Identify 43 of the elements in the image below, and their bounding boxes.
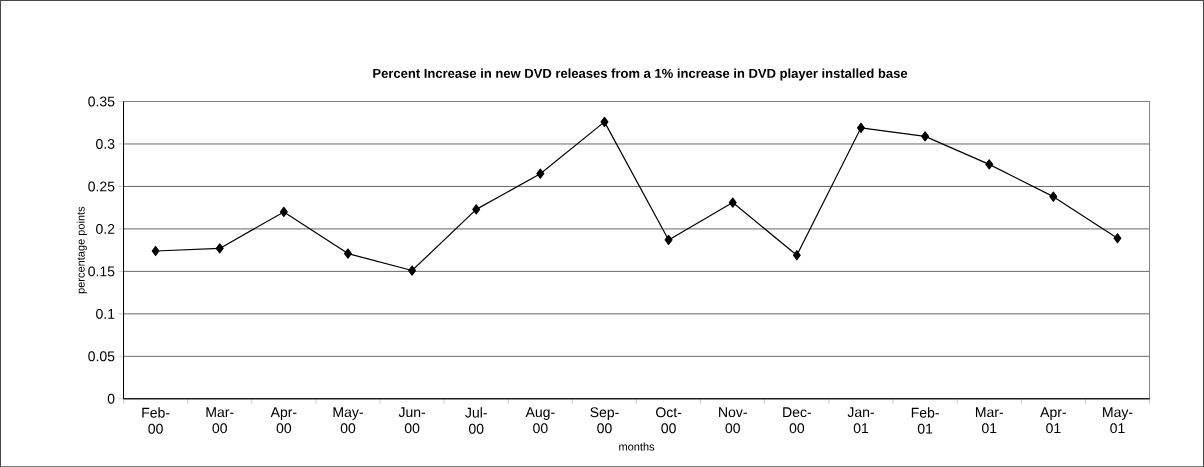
- y-tick-label: 0.05: [88, 351, 115, 362]
- x-tick-label: Feb-01: [911, 407, 939, 434]
- x-tick-label: Dec-00: [783, 407, 812, 434]
- point: [664, 234, 673, 245]
- point: [151, 245, 160, 256]
- x-tick-label: Mar-01: [975, 407, 1004, 434]
- x-tick-label: Mar-00: [206, 407, 234, 434]
- point: [600, 116, 609, 127]
- x-tick-label: Feb-00: [142, 407, 170, 434]
- point: [921, 131, 930, 142]
- point: [792, 250, 801, 261]
- point: [1113, 233, 1122, 244]
- chart-title: Percent Increase in new DVD releases from a 1% increase in DVD player installed base: [373, 68, 908, 81]
- x-axis-title: months: [619, 442, 655, 451]
- y-tick-label: 0.3: [96, 138, 115, 149]
- y-tick-label: 0.1: [96, 308, 115, 319]
- point: [985, 159, 994, 170]
- x-tick-label: Jul-00: [465, 407, 487, 434]
- x-tick-label: Aug-00: [525, 407, 555, 434]
- y-tick-label: 0.15: [88, 266, 115, 277]
- x-tick-label: May-01: [1103, 407, 1133, 434]
- point: [408, 265, 417, 276]
- y-tick-label: 0.35: [88, 96, 115, 107]
- point: [472, 204, 481, 215]
- y-tick-label: 0.25: [88, 181, 115, 192]
- x-tick-label: Oct-00: [656, 407, 682, 434]
- x-tick-label: Sep-00: [590, 407, 619, 434]
- point: [279, 206, 288, 217]
- x-tick-label: May-00: [333, 407, 363, 434]
- y-axis-title: percentage points: [76, 206, 87, 294]
- point: [1049, 191, 1058, 202]
- x-tick-label: Apr-00: [270, 407, 297, 434]
- y-tick-label: 0: [107, 393, 115, 404]
- point: [536, 168, 545, 179]
- x-tick-label: Apr-01: [1040, 407, 1066, 434]
- point: [728, 197, 737, 208]
- point: [343, 248, 352, 259]
- x-tick-label: Nov-00: [719, 407, 747, 434]
- x-tick-label: Jun-00: [398, 407, 426, 434]
- point: [857, 122, 865, 133]
- point: [215, 243, 224, 254]
- x-tick-label: Jan-01: [847, 407, 874, 434]
- y-tick-label: 0.2: [96, 223, 115, 234]
